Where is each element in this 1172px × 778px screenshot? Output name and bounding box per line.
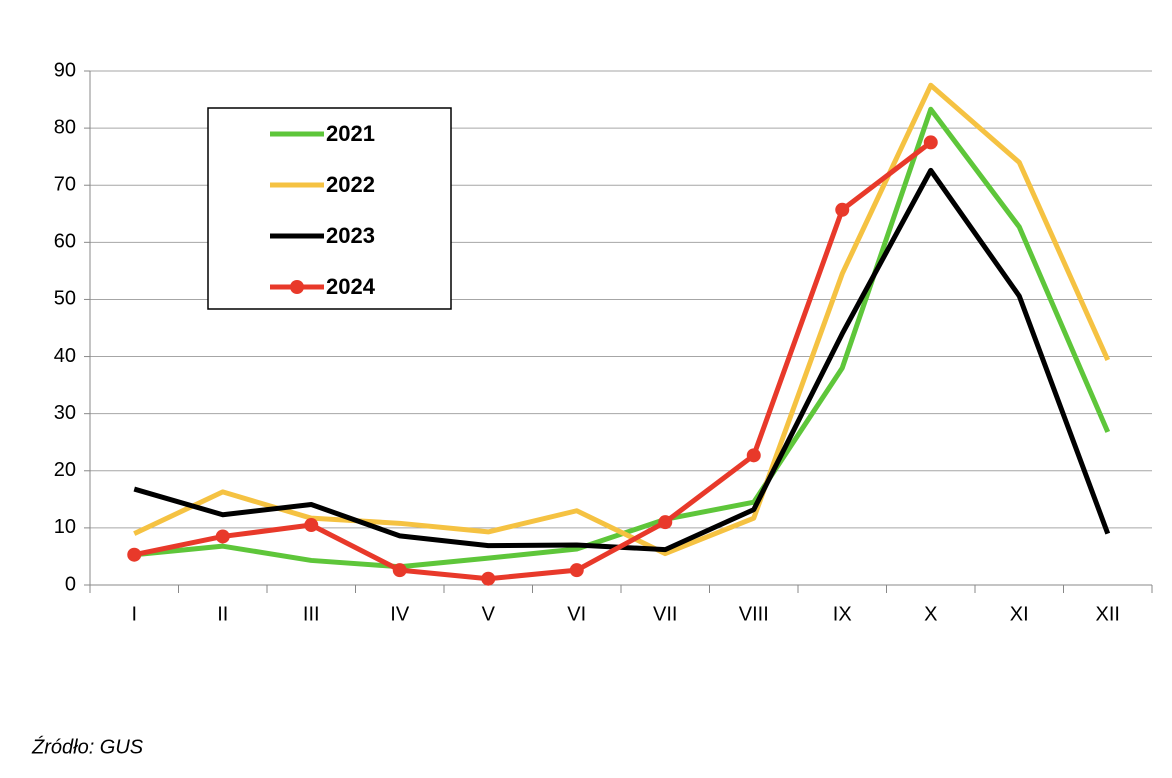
series-marker xyxy=(127,547,142,562)
x-tick-label: III xyxy=(303,603,320,625)
series-marker xyxy=(392,563,407,578)
y-tick-label: 0 xyxy=(65,573,76,595)
series-marker xyxy=(746,448,761,463)
y-tick-label: 90 xyxy=(54,59,76,81)
legend-label: 2022 xyxy=(326,172,375,197)
series-line xyxy=(133,82,1111,557)
series-marker xyxy=(923,135,938,150)
x-tick-label: VI xyxy=(567,603,586,625)
y-tick-label: 30 xyxy=(54,402,76,424)
x-tick-label: VIII xyxy=(739,603,769,625)
y-tick-label: 50 xyxy=(54,288,76,310)
x-tick-label: IV xyxy=(390,603,410,625)
x-tick-label: I xyxy=(131,603,137,625)
x-tick-label: XI xyxy=(1010,603,1029,625)
x-tick-label: XII xyxy=(1096,603,1120,625)
x-tick-label: V xyxy=(482,603,496,625)
series-marker xyxy=(569,563,584,578)
series-marker xyxy=(835,202,850,217)
legend-box xyxy=(207,107,452,310)
series-line xyxy=(133,140,933,582)
series-marker xyxy=(658,515,673,530)
y-tick-label: 10 xyxy=(54,516,76,538)
source-note: Źródło: GUS xyxy=(31,735,144,758)
legend-label: 2021 xyxy=(326,121,375,146)
y-tick-label: 40 xyxy=(54,345,76,367)
x-tick-label: IX xyxy=(833,603,852,625)
y-tick-label: 20 xyxy=(54,459,76,481)
y-tick-label: 70 xyxy=(54,174,76,196)
series-marker xyxy=(304,518,319,533)
x-tick-label: II xyxy=(217,603,228,625)
y-tick-label: 60 xyxy=(54,231,76,253)
x-tick-label: X xyxy=(924,603,937,625)
legend-label: 2024 xyxy=(326,274,376,299)
y-tick-label: 80 xyxy=(54,116,76,138)
x-tick-label: VII xyxy=(653,603,677,625)
legend-marker xyxy=(290,280,304,294)
series-marker xyxy=(215,529,230,544)
series-marker xyxy=(481,571,496,586)
legend-label: 2023 xyxy=(326,223,375,248)
